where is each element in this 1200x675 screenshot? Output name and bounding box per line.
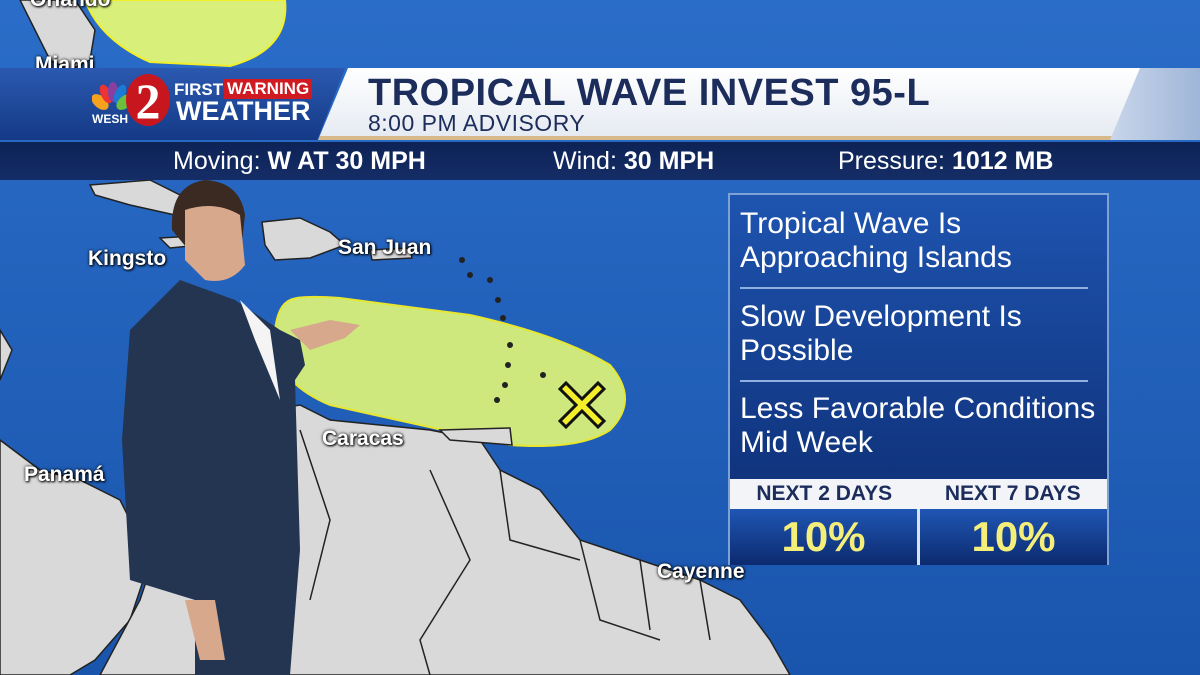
info-item: Slow Development Is Possible — [740, 300, 1022, 367]
lesser-antilles — [459, 257, 546, 403]
divider — [740, 380, 1088, 382]
map-label-caracas: Caracas — [322, 427, 404, 450]
outlook-area-north — [83, 0, 287, 68]
title-box — [318, 68, 1200, 140]
brand-warning: WARNING — [224, 79, 313, 99]
map-label-san-juan: San Juan — [338, 236, 432, 259]
map-label-orlando: Orlando — [30, 0, 111, 12]
info-panel: Tropical Wave Is Approaching Islands Slo… — [728, 193, 1109, 565]
stat-wind-label: Wind: — [553, 147, 617, 175]
brand-first: FIRST — [174, 80, 224, 99]
stat-pressure-value: 1012 MB — [951, 147, 1054, 175]
country-borders — [299, 429, 711, 675]
stat-wind-value: 30 MPH — [623, 147, 715, 175]
map-label-kingston: Kingsto — [88, 247, 167, 270]
brand-weather: WEATHER — [176, 96, 311, 126]
stat-pressure: Pressure: 1012 MB — [838, 147, 1053, 176]
odds-value-7-day: 10% — [971, 513, 1056, 560]
info-item: Less Favorable Conditions Mid Week — [740, 392, 1096, 459]
odds-header: NEXT 2 DAYS NEXT 7 DAYS — [730, 479, 1107, 509]
headline-title: TROPICAL WAVE INVEST 95-L — [368, 72, 931, 114]
map-label-cayenne: Cayenne — [657, 560, 745, 583]
info-item: Tropical Wave Is Approaching Islands — [740, 207, 1012, 274]
presenter — [122, 180, 360, 675]
odds-label-2-day: NEXT 2 DAYS — [756, 482, 893, 505]
station-logo: WESH 2 FIRST WARNING WEATHER — [92, 74, 332, 134]
lower-third: WESH 2 FIRST WARNING WEATHER TROPICAL WA… — [0, 68, 1200, 180]
land-florida — [19, 0, 96, 71]
stat-wind: Wind: 30 MPH — [553, 147, 714, 176]
land-puerto-rico — [369, 247, 413, 261]
stat-moving-value: W AT 30 MPH — [267, 147, 426, 175]
land-hispaniola — [261, 217, 347, 261]
land-trinidad — [438, 427, 513, 446]
odds-values: 10% 10% — [730, 509, 1107, 565]
divider — [740, 287, 1088, 289]
land-central-america — [0, 328, 151, 675]
stat-pressure-label: Pressure: — [838, 147, 945, 175]
stat-moving: Moving: W AT 30 MPH — [173, 147, 426, 176]
x-development-marker-icon — [557, 380, 607, 430]
stat-moving-label: Moving: — [173, 147, 261, 175]
station-name: WESH — [92, 112, 128, 126]
map-label-panama: Panamá — [24, 463, 105, 486]
odds-value-2-day: 10% — [730, 509, 920, 565]
stats-bar: Moving: W AT 30 MPH Wind: 30 MPH Pressur… — [0, 142, 1200, 180]
headline-subtitle: 8:00 PM ADVISORY — [368, 110, 586, 136]
channel-number: 2 — [126, 74, 170, 128]
odds-label-7-day: NEXT 7 DAYS — [944, 482, 1081, 505]
